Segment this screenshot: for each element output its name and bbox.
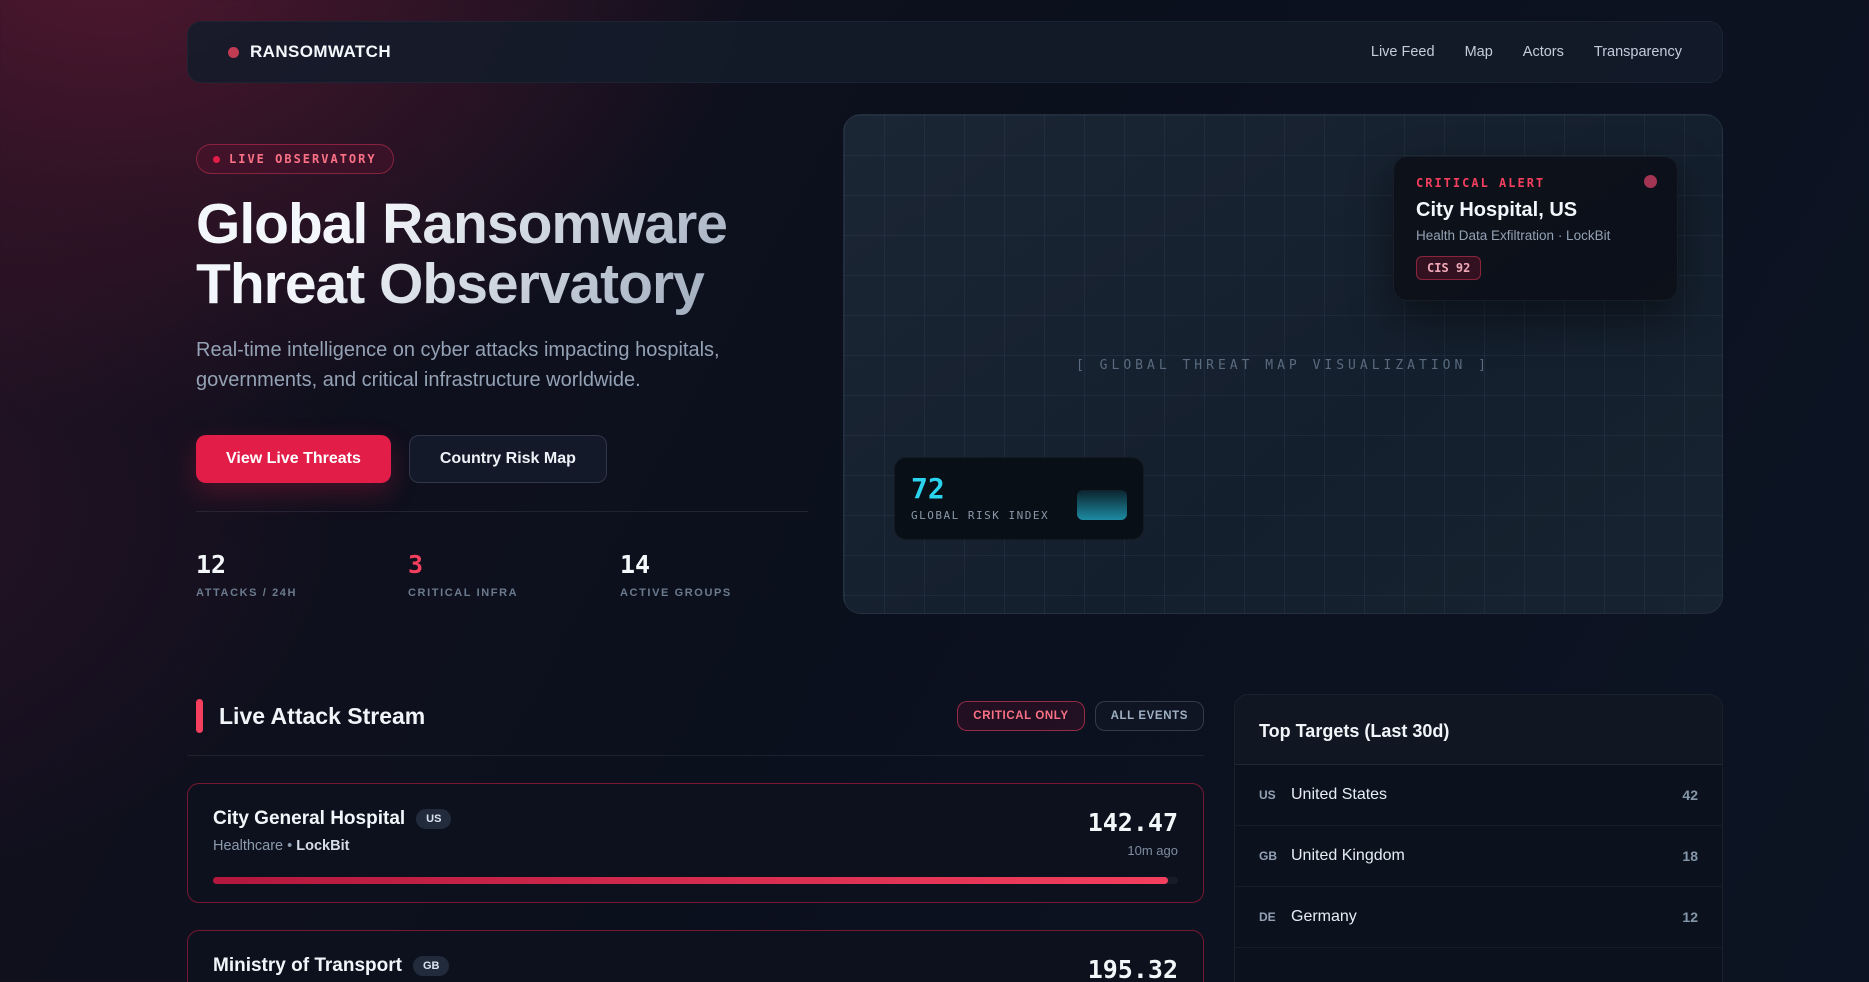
target-country-code: GB: [1259, 849, 1277, 863]
hero-copy-column: LIVE OBSERVATORY Global Ransomware Threa…: [187, 114, 843, 614]
target-row-gb[interactable]: GB United Kingdom 18: [1235, 826, 1722, 887]
critical-alert-card[interactable]: CRITICAL ALERT City Hospital, US Health …: [1393, 156, 1678, 301]
event-right: 195.32 2h ago: [1088, 955, 1178, 982]
stat-attacks-24h: 12 ATTACKS / 24H: [196, 550, 408, 599]
targets-title: Top Targets (Last 30d): [1259, 721, 1450, 741]
event-left: Ministry of Transport GB Government • AL…: [213, 955, 450, 982]
target-country-code: US: [1259, 788, 1276, 802]
nav-item-map[interactable]: Map: [1464, 44, 1493, 60]
targets-header: Top Targets (Last 30d): [1235, 695, 1722, 765]
event-sector: Healthcare: [213, 838, 284, 854]
nav-item-actors[interactable]: Actors: [1522, 44, 1564, 60]
event-left: City General Hospital US Healthcare • Lo…: [213, 808, 452, 878]
target-country-code: DE: [1259, 910, 1276, 924]
stat-label: CRITICAL INFRA: [408, 586, 519, 599]
alert-title: City Hospital, US: [1416, 199, 1578, 221]
target-country-name: Germany: [1291, 908, 1357, 925]
attack-event-card[interactable]: Ministry of Transport GB Government • AL…: [187, 930, 1204, 982]
event-score: 142.47: [1087, 808, 1178, 837]
stat-critical-infra: 3 CRITICAL INFRA: [408, 550, 620, 599]
target-country-name: United States: [1291, 786, 1388, 803]
event-score: 195.32: [1087, 955, 1178, 982]
event-country-badge: US: [416, 809, 452, 829]
page-title: Global Ransomware Threat Observatory: [196, 194, 843, 315]
target-count: 18: [1682, 848, 1698, 864]
event-actor: LockBit: [296, 838, 350, 854]
event-name: Ministry of Transport: [213, 955, 402, 976]
risk-index-label: GLOBAL RISK INDEX: [911, 509, 1050, 522]
stream-title: Live Attack Stream: [219, 702, 426, 729]
attack-event-card[interactable]: City General Hospital US Healthcare • Lo…: [187, 783, 1204, 903]
stat-value: 3: [408, 549, 424, 579]
event-meta: Healthcare • LockBit: [213, 838, 451, 854]
stat-active-groups: 14 ACTIVE GROUPS: [620, 550, 832, 599]
event-time: 10m ago: [1127, 843, 1178, 858]
hero-subtitle: Real-time intelligence on cyber attacks …: [196, 338, 720, 391]
target-count: 42: [1682, 787, 1698, 803]
hero-divider: [196, 510, 808, 512]
nav-item-live-feed[interactable]: Live Feed: [1370, 44, 1435, 60]
target-country-name: United Kingdom: [1291, 847, 1405, 864]
alert-cis-badge: CIS 92: [1416, 256, 1482, 280]
hero-stats-row: 12 ATTACKS / 24H 3 CRITICAL INFRA 14 ACT…: [196, 550, 843, 599]
view-live-threats-button[interactable]: View Live Threats: [196, 434, 391, 483]
top-nav-bar: RANSOMWATCH Live Feed Map Actors Transpa…: [187, 21, 1723, 83]
section-accent-bar: [196, 699, 203, 733]
filter-all-events[interactable]: ALL EVENTS: [1094, 701, 1204, 731]
stat-value: 14: [620, 549, 651, 579]
event-progress-track: [213, 877, 1178, 884]
risk-index-value: 72: [911, 472, 945, 505]
event-progress-fill: [213, 877, 1169, 884]
stream-header: Live Attack Stream CRITICAL ONLY ALL EVE…: [187, 699, 1204, 756]
hero-section: LIVE OBSERVATORY Global Ransomware Threa…: [187, 114, 1723, 614]
threat-map-panel: [ GLOBAL THREAT MAP VISUALIZATION ] CRIT…: [843, 114, 1723, 614]
target-row-de[interactable]: DE Germany 12: [1235, 887, 1722, 948]
filter-critical-only[interactable]: CRITICAL ONLY: [957, 701, 1085, 731]
nav-item-transparency[interactable]: Transparency: [1593, 44, 1682, 60]
event-separator: •: [287, 838, 293, 854]
hero-cta-row: View Live Threats Country Risk Map: [196, 434, 843, 483]
stat-value: 12: [196, 549, 227, 579]
nav-links: Live Feed Map Actors Transparency: [1371, 44, 1682, 60]
target-row-us[interactable]: US United States 42: [1235, 765, 1722, 826]
target-count: 12: [1682, 909, 1698, 925]
global-risk-index-card: 72 GLOBAL RISK INDEX: [894, 457, 1144, 540]
brand-logo[interactable]: RANSOMWATCH: [228, 42, 391, 62]
live-badge-label: LIVE OBSERVATORY: [229, 152, 377, 166]
stat-label: ATTACKS / 24H: [196, 586, 298, 599]
event-country-badge: GB: [412, 956, 450, 976]
live-observatory-badge: LIVE OBSERVATORY: [196, 144, 394, 174]
brand-dot-icon: [228, 46, 239, 58]
alert-detail: Health Data Exfiltration · LockBit: [1416, 228, 1611, 243]
lower-section: Live Attack Stream CRITICAL ONLY ALL EVE…: [187, 694, 1723, 982]
map-placeholder-text: [ GLOBAL THREAT MAP VISUALIZATION ]: [1076, 358, 1490, 373]
page-title-line1: Global Ransomware: [196, 192, 727, 256]
top-targets-panel: Top Targets (Last 30d) US United States …: [1234, 694, 1723, 982]
event-right: 142.47 10m ago: [1088, 808, 1178, 878]
event-name: City General Hospital: [213, 808, 406, 829]
alert-dot-icon: [1644, 175, 1657, 188]
live-dot-icon: [213, 155, 220, 163]
stream-filters: CRITICAL ONLY ALL EVENTS: [957, 701, 1204, 731]
stat-label: ACTIVE GROUPS: [620, 586, 732, 599]
country-risk-map-button[interactable]: Country Risk Map: [408, 434, 607, 483]
risk-sparkline-block: [1077, 489, 1127, 520]
page-title-line2: Threat Observatory: [196, 252, 704, 317]
risk-text-group: 72 GLOBAL RISK INDEX: [911, 472, 1050, 523]
alert-kicker: CRITICAL ALERT: [1416, 176, 1546, 190]
brand-name: RANSOMWATCH: [250, 42, 392, 61]
live-attack-stream-section: Live Attack Stream CRITICAL ONLY ALL EVE…: [187, 699, 1204, 982]
